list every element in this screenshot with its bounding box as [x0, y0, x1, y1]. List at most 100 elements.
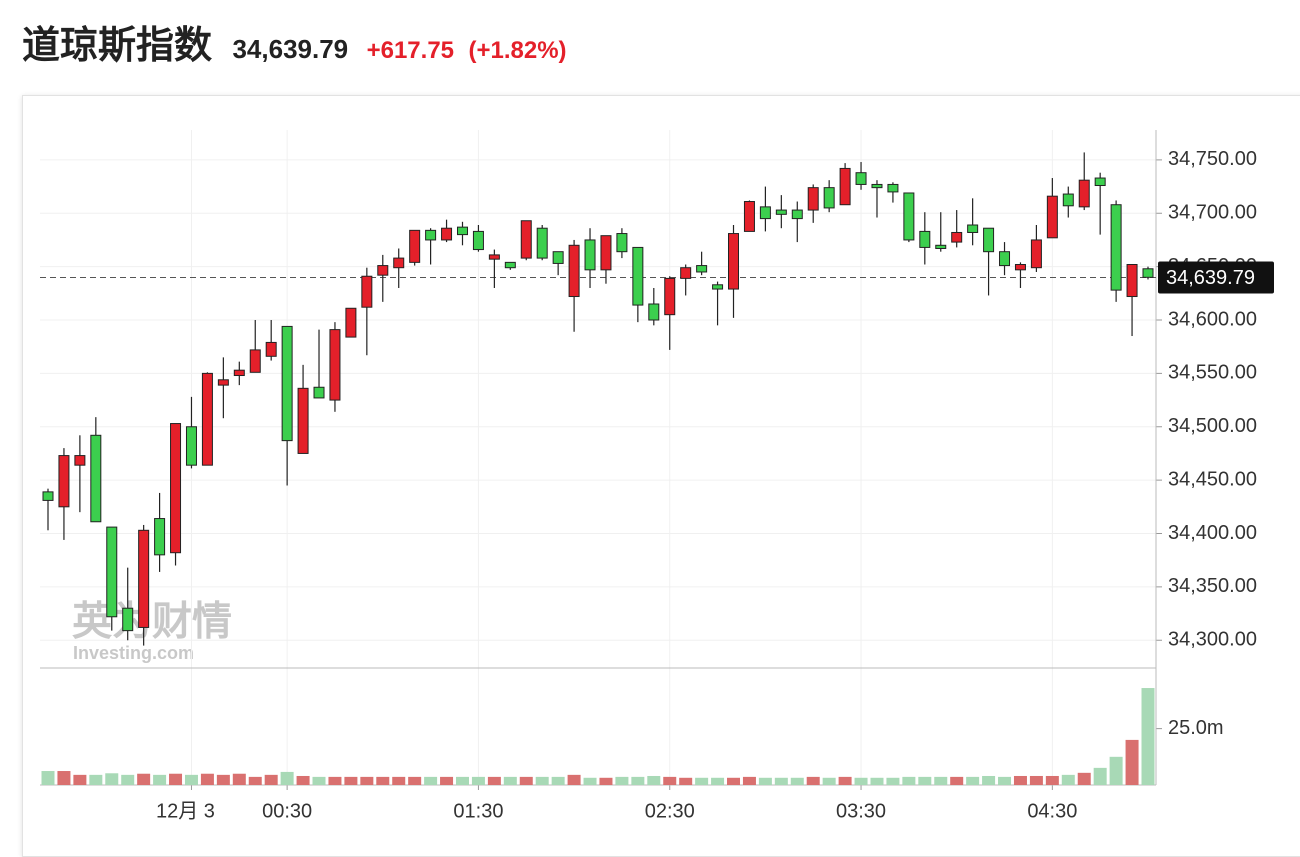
candle-body	[265, 341, 277, 357]
volume-bar	[902, 776, 916, 785]
volume-bar	[615, 776, 629, 785]
candle-body	[393, 257, 405, 269]
volume-bar	[599, 777, 613, 785]
volume-bar	[583, 777, 597, 785]
candle-body	[90, 434, 102, 523]
candle-body	[1094, 177, 1106, 187]
price: 34,639.79	[232, 34, 349, 64]
candle-body	[967, 224, 979, 233]
watermark-site: Investing.com	[73, 643, 194, 663]
candle-body	[1078, 179, 1090, 208]
candle-body	[138, 529, 150, 628]
volume-bar	[647, 775, 661, 785]
candle-body	[1110, 204, 1122, 291]
volume-bar	[153, 774, 167, 785]
candle-body	[1142, 268, 1154, 278]
volume-bar	[232, 773, 246, 785]
candle-body	[632, 246, 644, 306]
volume-bar	[567, 774, 581, 785]
volume-bar	[535, 776, 549, 785]
candle-body	[951, 231, 963, 243]
candle-body	[281, 325, 293, 442]
volume-bar	[822, 777, 836, 785]
candle-body	[664, 277, 676, 316]
y-tick-label: 34,300.00	[1168, 629, 1257, 651]
candle-body	[313, 386, 325, 399]
candle-body	[488, 254, 500, 260]
candle-body	[217, 379, 229, 386]
candle-body	[616, 233, 628, 253]
volume-bar	[950, 776, 964, 785]
volume-bar	[854, 777, 868, 785]
candle-body	[122, 607, 134, 632]
volume-bar	[934, 776, 948, 785]
volume-bar	[169, 773, 183, 785]
volume-bar	[121, 774, 135, 785]
header: 道琼斯指数 34,639.79 +617.75 (+1.82%)	[22, 14, 577, 74]
volume-bar	[742, 776, 756, 785]
y-tick-label: 34,550.00	[1168, 362, 1257, 384]
volume-bar	[424, 776, 438, 785]
candle-body	[201, 372, 213, 466]
volume-bar	[1061, 774, 1075, 785]
candle-body	[42, 491, 54, 501]
volume-bar	[280, 771, 294, 785]
volume-bar	[519, 776, 533, 785]
volume-bar	[1109, 756, 1123, 785]
x-tick-label: 02:30	[645, 800, 695, 822]
x-tick-label: 01:30	[453, 800, 503, 822]
candle-body	[903, 192, 915, 241]
volume-bar	[1077, 772, 1091, 785]
volume-bar	[312, 776, 326, 785]
volume-bar	[503, 776, 517, 785]
candle-body	[456, 226, 468, 236]
candle-body	[1126, 264, 1138, 298]
volume-bar	[408, 776, 422, 785]
volume-bar	[41, 771, 55, 785]
volume-bar	[790, 777, 804, 785]
x-tick-label: 00:30	[262, 800, 312, 822]
y-tick-label: 34,500.00	[1168, 415, 1257, 437]
candle-body	[1046, 195, 1058, 239]
candle-body	[297, 387, 309, 454]
volume-bar	[1045, 775, 1059, 785]
volume-bar	[886, 777, 900, 785]
volume-bar	[918, 776, 932, 785]
candle-body	[520, 220, 532, 259]
candle-body	[983, 227, 995, 253]
candle-body	[791, 209, 803, 220]
volume-bar	[806, 776, 820, 785]
y-tick-label: 34,350.00	[1168, 575, 1257, 597]
y-tick-label: 34,400.00	[1168, 522, 1257, 544]
title: 道琼斯指数	[22, 25, 213, 67]
candle-body	[935, 244, 947, 249]
candle-body	[74, 455, 86, 466]
candle-body	[170, 423, 182, 554]
candle-body	[775, 209, 787, 215]
y-tick-label: 34,450.00	[1168, 468, 1257, 490]
y2-tick-label: 25.0m	[1168, 717, 1224, 739]
candle-body	[1062, 193, 1074, 207]
candle-body	[743, 201, 755, 232]
volume-bar	[870, 777, 884, 785]
y-tick-label: 34,700.00	[1168, 202, 1257, 224]
candle-body	[185, 426, 197, 466]
candle-body	[329, 329, 341, 401]
volume-bar	[966, 776, 980, 785]
volume-bar	[392, 776, 406, 785]
candle-body	[233, 369, 245, 377]
volume-bar	[73, 774, 87, 785]
volume-bar	[248, 776, 262, 785]
candle-body	[839, 167, 851, 206]
candle-body	[999, 251, 1011, 267]
candle-body	[154, 518, 166, 556]
candle-body	[536, 227, 548, 259]
candle-body	[759, 206, 771, 220]
candle-body	[855, 172, 867, 185]
candle-body	[584, 239, 596, 271]
volume-bar	[264, 774, 278, 785]
y-tick-label: 34,600.00	[1168, 308, 1257, 330]
x-tick-label: 12月 3	[156, 800, 215, 822]
